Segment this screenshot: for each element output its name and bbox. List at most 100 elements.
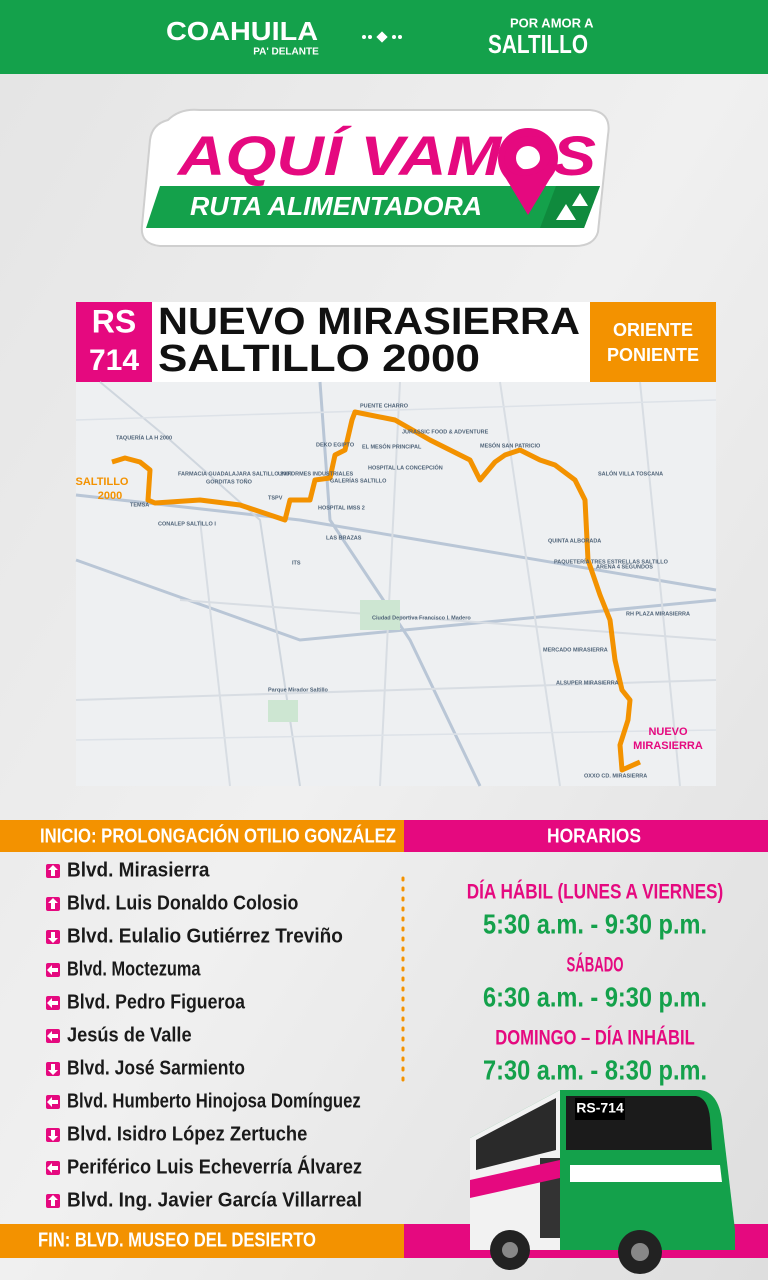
brand-badge [140,108,610,247]
map-label: TAQUERÍA LA H 2000 [116,433,172,441]
schedule-hours: 5:30 a.m. - 9:30 p.m. [483,908,707,939]
map-label: QUINTA ALBORADA [548,538,601,544]
route-code: RS [92,303,136,339]
schedule-bar [404,820,768,852]
direction-arrow [47,1031,58,1041]
map-label: ITS [292,560,301,566]
endpoint-label: MIRASIERRA [633,740,703,752]
map-label: ALSUPER MIRASIERRA [556,680,619,686]
map-label: JURASSIC FOOD & ADVENTURE [402,429,489,435]
direction-arrow [47,1163,58,1173]
route-number: 714 [89,344,139,377]
map-label: HOSPITAL IMSS 2 [318,505,365,511]
route-code-box [76,302,152,382]
street [75,558,717,642]
street: Blvd. Luis Donaldo Colosio [67,892,298,914]
map-label: EL MESÓN PRINCIPAL [362,442,422,450]
street: Blvd. José Sarmiento [67,1057,245,1079]
map-label: TEMSA [130,502,149,508]
street [199,519,231,787]
endpoint-label: 2000 [98,490,122,502]
endpoint-label: SALTILLO [76,476,129,488]
street: Blvd. Isidro López Zertuche [67,1123,307,1145]
direction-arrow [48,1064,58,1075]
map-label: DEKO EGIPTO [316,442,355,448]
street [639,381,681,787]
schedule-title: HORARIOS [547,825,641,847]
map-label: MESÓN SAN PATRICIO [480,441,541,449]
direction-arrow [48,932,58,943]
start-label: INICIO: PROLONGACIÓN OTILIO GONZÁLEZ [40,823,396,847]
street: Blvd. Mirasierra [67,859,210,881]
map-label: FARMACIA GUADALAJARA SALTILLO 2000 [178,471,292,477]
map-label: Parque Mirador Saltillo [268,687,329,693]
street: Blvd. Pedro Figueroa [67,991,246,1013]
map-label: CONALEP SALTILLO I [158,521,216,527]
direction-arrow [47,998,58,1008]
map-content: SALTILLO 2000 NUEVO MIRASIERRA TAQUERÍA LA H… [75,381,717,787]
map-label: HOSPITAL LA CONCEPCIÓN [368,463,443,471]
map-label: LAS BRAZAS [326,535,362,541]
brand-title: AQUÍ VAMOS [176,124,596,187]
logo-left-sub: PA' DELANTE [253,47,319,58]
street [75,493,717,592]
direction-arrow [47,965,58,975]
park [268,700,298,722]
direction-arrow [48,1130,58,1141]
map-label: GORDITAS TOÑO [206,478,253,485]
street: Blvd. Eulalio Gutiérrez Treviño [67,925,343,947]
route-line [111,409,642,773]
direction-arrow [48,1195,58,1206]
map-label: UNIFORMES INDUSTRIALES [278,471,354,477]
bus-sign: RS-714 [576,1100,624,1116]
direction: PONIENTE [607,345,699,365]
street: Blvd. Moctezuma [67,958,201,980]
map-label: MERCADO MIRASIERRA [543,647,608,653]
map-label: PAQUETERÍA TRES ESTRELLAS SALTILLO [554,557,669,565]
map-label: GALERÍAS SALTILLO [330,476,387,484]
logo-right-top: POR AMOR A [510,15,594,30]
start-bar [0,820,404,852]
map-label: OXXO CD. MIRASIERRA [584,773,647,779]
brand-subtitle: RUTA ALIMENTADORA [190,191,482,221]
map-label: ARENA 4 SEGUNDOS [596,564,653,570]
direction: ORIENTE [613,320,693,340]
map-label: Ciudad Deportiva Francisco I. Madero [372,615,471,621]
route-name: SALTILLO 2000 [158,338,480,380]
street [499,381,561,787]
logo-left: COAHUILA [166,16,318,46]
schedule-day: DÍA HÁBIL (LUNES A VIERNES) [467,881,724,904]
street [75,679,717,701]
street [179,599,717,641]
map-label: PUENTE CHARRO [360,403,409,409]
schedule-hours: 6:30 a.m. - 9:30 p.m. [483,981,707,1012]
street [318,381,482,787]
schedule-day: SÁBADO [567,954,624,977]
endpoint-label: NUEVO [648,726,688,738]
direction-box [590,302,716,382]
end-bar [0,1224,404,1258]
bus [470,1090,735,1274]
direction-arrow [47,1097,58,1107]
direction-arrow [48,898,58,909]
street: Blvd. Ing. Javier García Villarreal [67,1189,362,1211]
map-label: SALÓN VILLA TOSCANA [598,469,663,477]
street: Blvd. Humberto Hinojosa Domínguez [67,1090,361,1112]
end-label: FIN: BLVD. MUSEO DEL DESIERTO [38,1229,316,1251]
map-label: RH PLAZA MIRASIERRA [626,611,690,617]
schedule-hours: 7:30 a.m. - 8:30 p.m. [483,1054,707,1085]
route-name: NUEVO MIRASIERRA [158,301,580,343]
schedule-day: DOMINGO – DÍA INHÁBIL [495,1027,695,1050]
street [75,729,717,741]
street: Jesús de Valle [67,1024,192,1046]
direction-arrow [48,865,58,876]
street: Periférico Luis Echeverría Álvarez [67,1155,362,1178]
logo-right: SALTILLO [488,29,588,59]
street [75,399,717,421]
street [379,381,401,787]
street [99,381,301,787]
park [360,600,400,630]
header-divider [362,31,402,43]
